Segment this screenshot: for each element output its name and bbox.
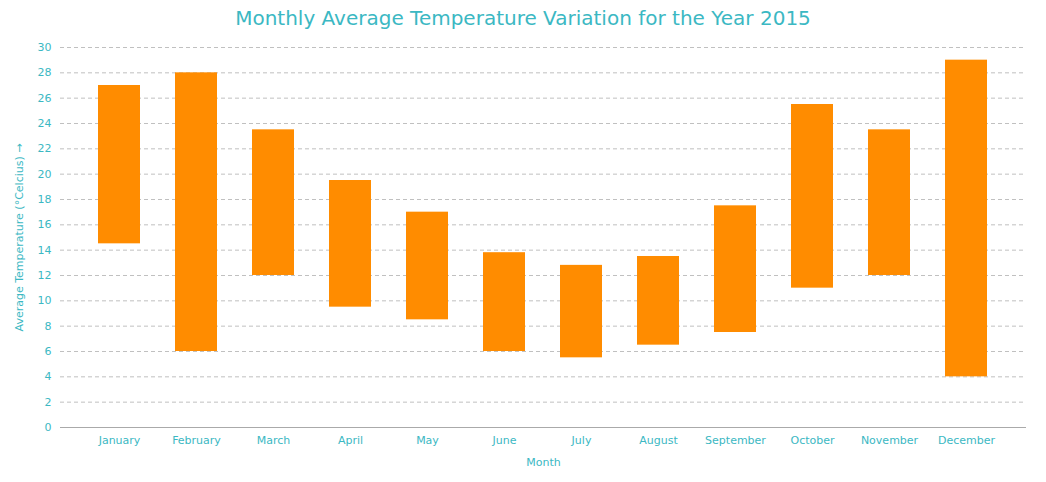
svg-text:Average Temperature (°Celcius): Average Temperature (°Celcius) → <box>13 144 26 332</box>
svg-text:October: October <box>790 434 834 447</box>
html-text:Monthly Average Temperature Va: Monthly Average Temperature Variation fo… <box>235 6 811 30</box>
svg-text:September: September <box>705 434 766 447</box>
svg-text:January: January <box>98 434 141 447</box>
svg-text:6: 6 <box>45 345 52 358</box>
svg-text:2: 2 <box>45 396 52 409</box>
svg-text:14: 14 <box>38 244 52 257</box>
svg-text:24: 24 <box>38 117 52 130</box>
svg-text:April: April <box>338 434 363 447</box>
svg-text:November: November <box>861 434 919 447</box>
svg-text:Month: Month <box>526 456 561 469</box>
svg-text:July: July <box>571 434 592 447</box>
svg-text:May: May <box>416 434 439 447</box>
svg-text:26: 26 <box>38 92 52 105</box>
svg-text:18: 18 <box>38 193 52 206</box>
svg-text:22: 22 <box>38 142 52 155</box>
svg-text:December: December <box>938 434 996 447</box>
svg-text:16: 16 <box>38 218 52 231</box>
svg-text:8: 8 <box>45 320 52 333</box>
svg-text:12: 12 <box>38 269 52 282</box>
svg-text:March: March <box>257 434 291 447</box>
svg-text:August: August <box>639 434 678 447</box>
svg-text:0: 0 <box>45 421 52 434</box>
svg-text:4: 4 <box>45 370 52 383</box>
svg-text:June: June <box>492 434 517 447</box>
svg-text:28: 28 <box>38 66 52 79</box>
svg-text:10: 10 <box>38 294 52 307</box>
svg-text:30: 30 <box>38 41 52 54</box>
svg-text:20: 20 <box>38 168 52 181</box>
svg-text:February: February <box>172 434 221 447</box>
